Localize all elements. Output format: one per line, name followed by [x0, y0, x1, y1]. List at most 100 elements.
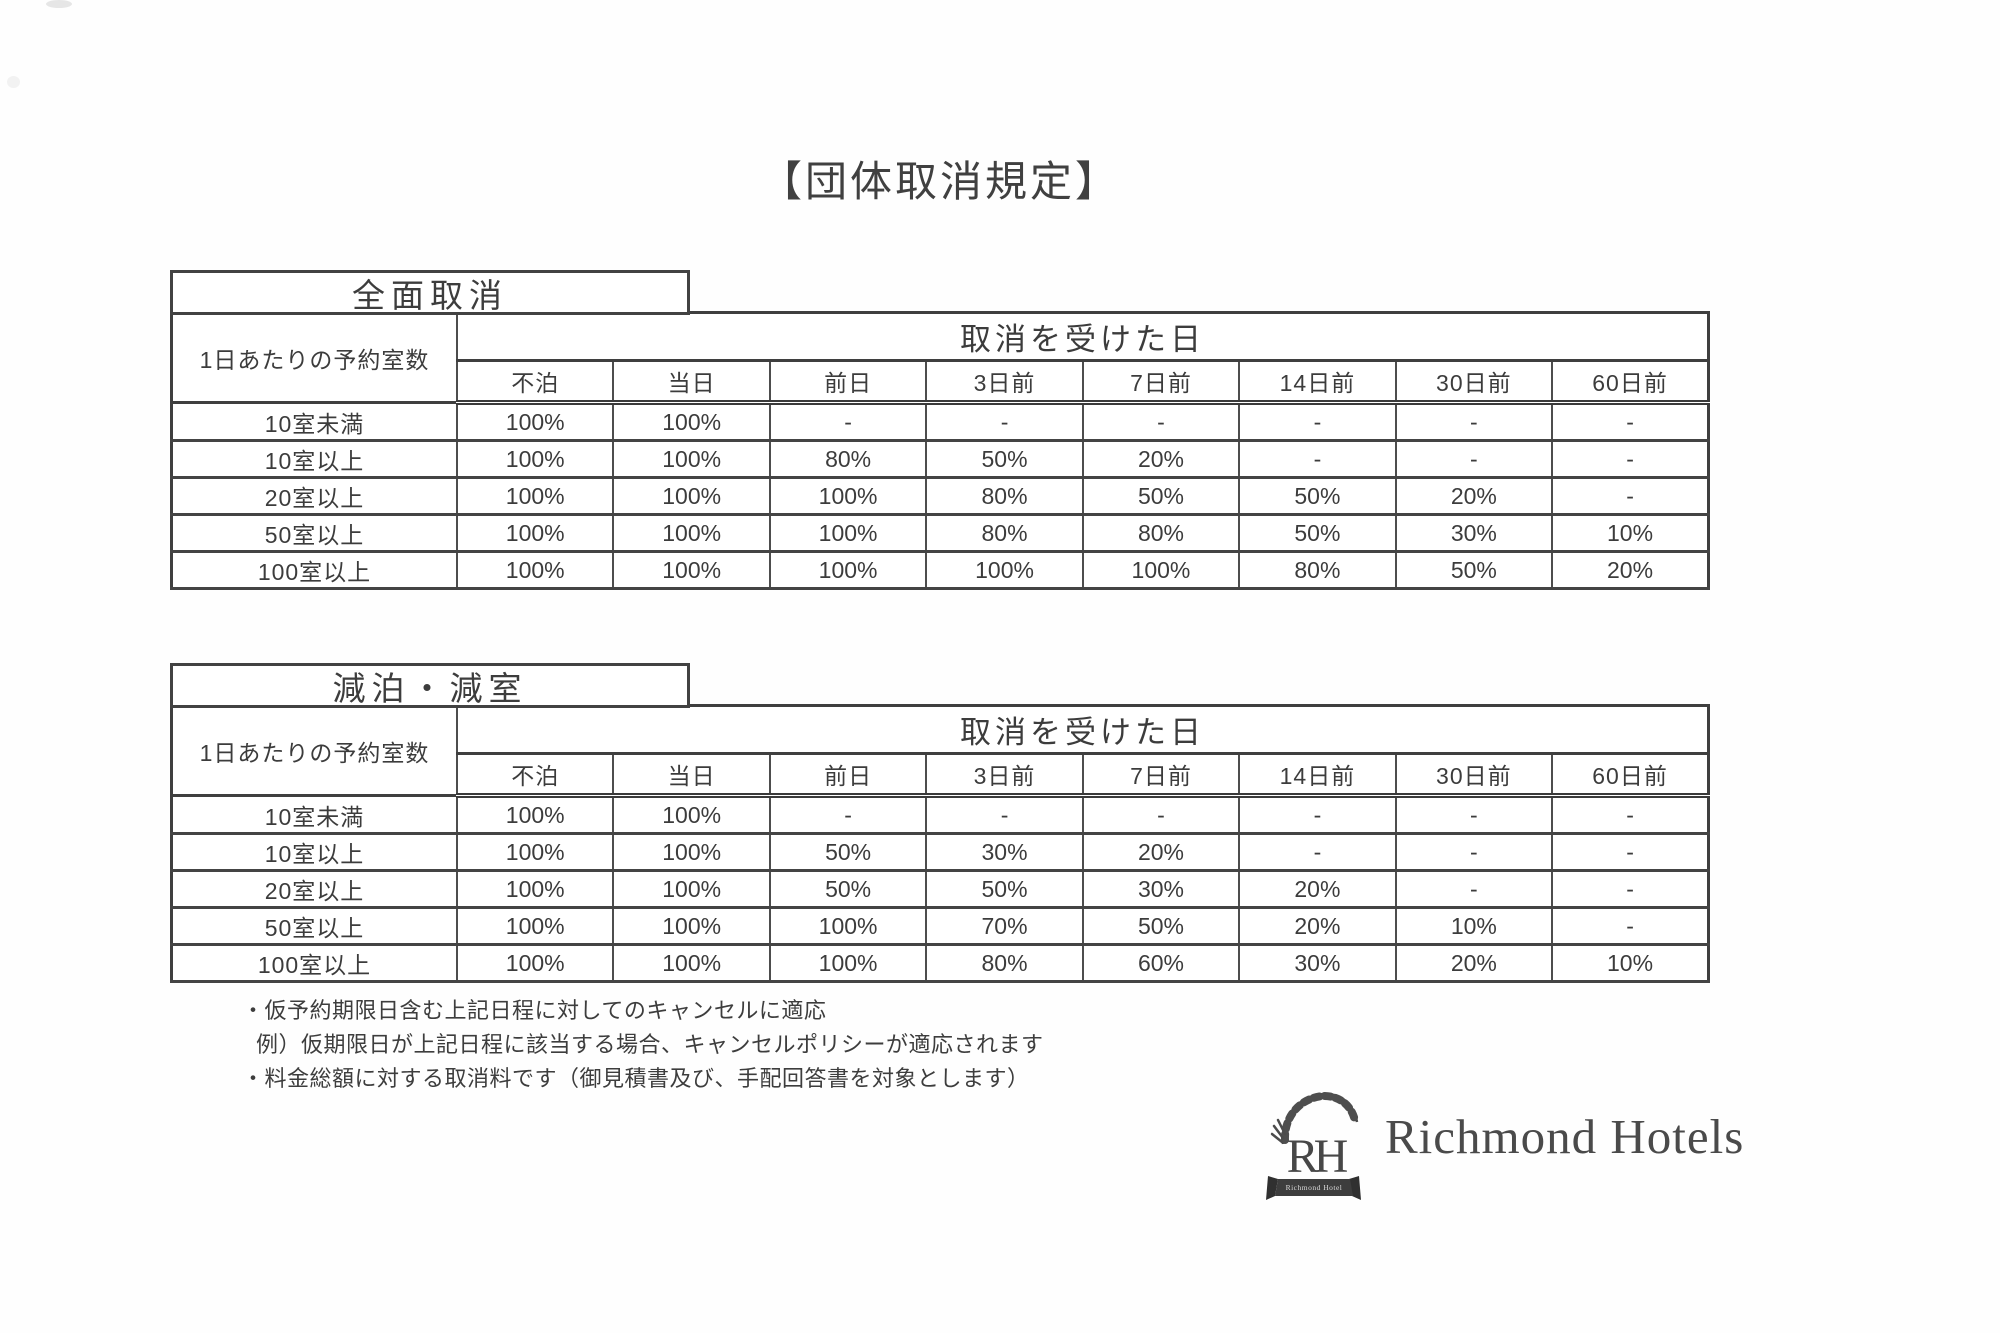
value-cell: 100% [768, 906, 928, 946]
table-row: 20室以上 100% 100% 100% 80% 50% 50% 20% - [170, 476, 1710, 516]
value-cell: 10% [1394, 906, 1554, 946]
cancellation-date-header: 取消を受けた日 [456, 312, 1710, 362]
value-cell: 50% [1081, 476, 1241, 516]
column-header: 前日 [768, 753, 928, 798]
row-header-label: 1日あたりの予約室数 [170, 312, 458, 404]
laurel-leaves-icon [1280, 1091, 1359, 1144]
value-cell: - [1081, 794, 1241, 835]
wheat-spike-icon [1270, 1118, 1287, 1144]
value-cell: 20% [1551, 550, 1710, 590]
rh-monogram: RH [1287, 1130, 1348, 1183]
value-cell: 30% [1238, 943, 1397, 983]
value-cell: - [925, 401, 1084, 442]
row-label: 20室以上 [170, 476, 458, 516]
value-cell: - [1394, 869, 1554, 909]
value-cell: 100% [455, 869, 615, 909]
row-label: 10室未満 [170, 794, 458, 835]
value-cell: 80% [925, 513, 1084, 553]
ribbon-banner-text: Richmond Hotel [1286, 1183, 1343, 1192]
ribbon-left-tail [1266, 1176, 1278, 1200]
hotel-logo: RH Richmond Hotel Richmond Hotels [1266, 1082, 1744, 1206]
row-label: 10室以上 [170, 439, 458, 479]
scan-artifact [46, 0, 72, 8]
value-cell: 100% [455, 832, 615, 872]
value-cell: 100% [455, 794, 615, 835]
value-cell: 20% [1394, 476, 1554, 516]
brand-name: Richmond Hotels [1385, 1109, 1745, 1164]
value-cell: 100% [1081, 550, 1241, 590]
value-cell: 100% [612, 439, 771, 479]
value-cell: 100% [455, 513, 615, 553]
table-row: 100室以上 100% 100% 100% 80% 60% 30% 20% 10% [170, 943, 1710, 983]
value-cell: - [1551, 832, 1710, 872]
table-row: 100室以上 100% 100% 100% 100% 100% 80% 50% 20% [170, 550, 1710, 590]
value-cell: 100% [455, 476, 615, 516]
table-row: 10室未満 100% 100% - - - - - - [170, 401, 1710, 442]
value-cell: 30% [1394, 513, 1554, 553]
table-row: 10室未満 100% 100% - - - - - - [170, 794, 1710, 835]
rh-emblem-icon: RH Richmond Hotel [1266, 1091, 1361, 1200]
value-cell: - [1551, 476, 1710, 516]
row-label: 50室以上 [170, 906, 458, 946]
column-header: 14日前 [1238, 753, 1397, 798]
value-cell: - [1551, 439, 1710, 479]
table-row: 50室以上 100% 100% 100% 70% 50% 20% 10% - [170, 906, 1710, 946]
cancellation-date-header: 取消を受けた日 [456, 705, 1710, 755]
notes: ・仮予約期限日含む上記日程に対してのキャンセルに適応 例）仮期限日が上記日程に該… [242, 994, 1044, 1096]
section-tab-full-cancellation: 全面取消 [170, 270, 690, 315]
column-header: 60日前 [1551, 360, 1710, 405]
value-cell: 100% [455, 550, 615, 590]
value-cell: 100% [612, 869, 771, 909]
value-cell: 60% [1081, 943, 1241, 983]
value-cell: 100% [612, 550, 771, 590]
value-cell: 80% [1238, 550, 1397, 590]
value-cell: 80% [768, 439, 928, 479]
value-cell: 100% [768, 550, 928, 590]
column-header: 7日前 [1081, 360, 1241, 405]
value-cell: 50% [925, 439, 1084, 479]
table-row: 50室以上 100% 100% 100% 80% 80% 50% 30% 10% [170, 513, 1710, 553]
row-label: 10室以上 [170, 832, 458, 872]
reduced-stay-table: 1日あたりの予約室数 取消を受けた日 不泊 当日 前日 3日前 7日前 14日前 30日前 60日… [170, 704, 1710, 983]
column-header: 前日 [768, 360, 928, 405]
value-cell: 80% [925, 476, 1084, 516]
value-cell: 50% [1238, 476, 1397, 516]
value-cell: 30% [1081, 869, 1241, 909]
value-cell: - [1081, 401, 1241, 442]
value-cell: 50% [925, 869, 1084, 909]
row-label: 50室以上 [170, 513, 458, 553]
value-cell: 100% [612, 906, 771, 946]
value-cell: - [1551, 869, 1710, 909]
value-cell: - [1551, 401, 1710, 442]
value-cell: 20% [1394, 943, 1554, 983]
column-header: 3日前 [925, 360, 1084, 405]
value-cell: 100% [612, 513, 771, 553]
value-cell: - [768, 794, 928, 835]
column-header: 不泊 [455, 753, 615, 798]
value-cell: 10% [1551, 513, 1710, 553]
value-cell: 100% [768, 513, 928, 553]
row-header-label: 1日あたりの予約室数 [170, 705, 458, 797]
value-cell: - [1394, 401, 1554, 442]
page-title: 【団体取消規定】 [759, 158, 1120, 205]
row-label: 10室未満 [170, 401, 458, 442]
column-header: 当日 [612, 753, 771, 798]
value-cell: 50% [768, 869, 928, 909]
value-cell: 100% [768, 476, 928, 516]
value-cell: 100% [455, 439, 615, 479]
value-cell: 100% [455, 943, 615, 983]
value-cell: 30% [925, 832, 1084, 872]
column-header: 3日前 [925, 753, 1084, 798]
value-cell: - [1394, 832, 1554, 872]
value-cell: - [925, 794, 1084, 835]
value-cell: 50% [1394, 550, 1554, 590]
value-cell: 20% [1081, 832, 1241, 872]
value-cell: 80% [1081, 513, 1241, 553]
full-cancellation-section: 全面取消 1日あたりの予約室数 取消を受けた日 不泊 当日 前日 3日前 7日前 14日前 30… [170, 270, 1710, 590]
full-cancellation-table: 1日あたりの予約室数 取消を受けた日 不泊 当日 前日 3日前 7日前 14日前 30日前 60日… [170, 311, 1710, 590]
value-cell: - [768, 401, 928, 442]
column-header: 7日前 [1081, 753, 1241, 798]
value-cell: 100% [612, 794, 771, 835]
row-label: 20室以上 [170, 869, 458, 909]
